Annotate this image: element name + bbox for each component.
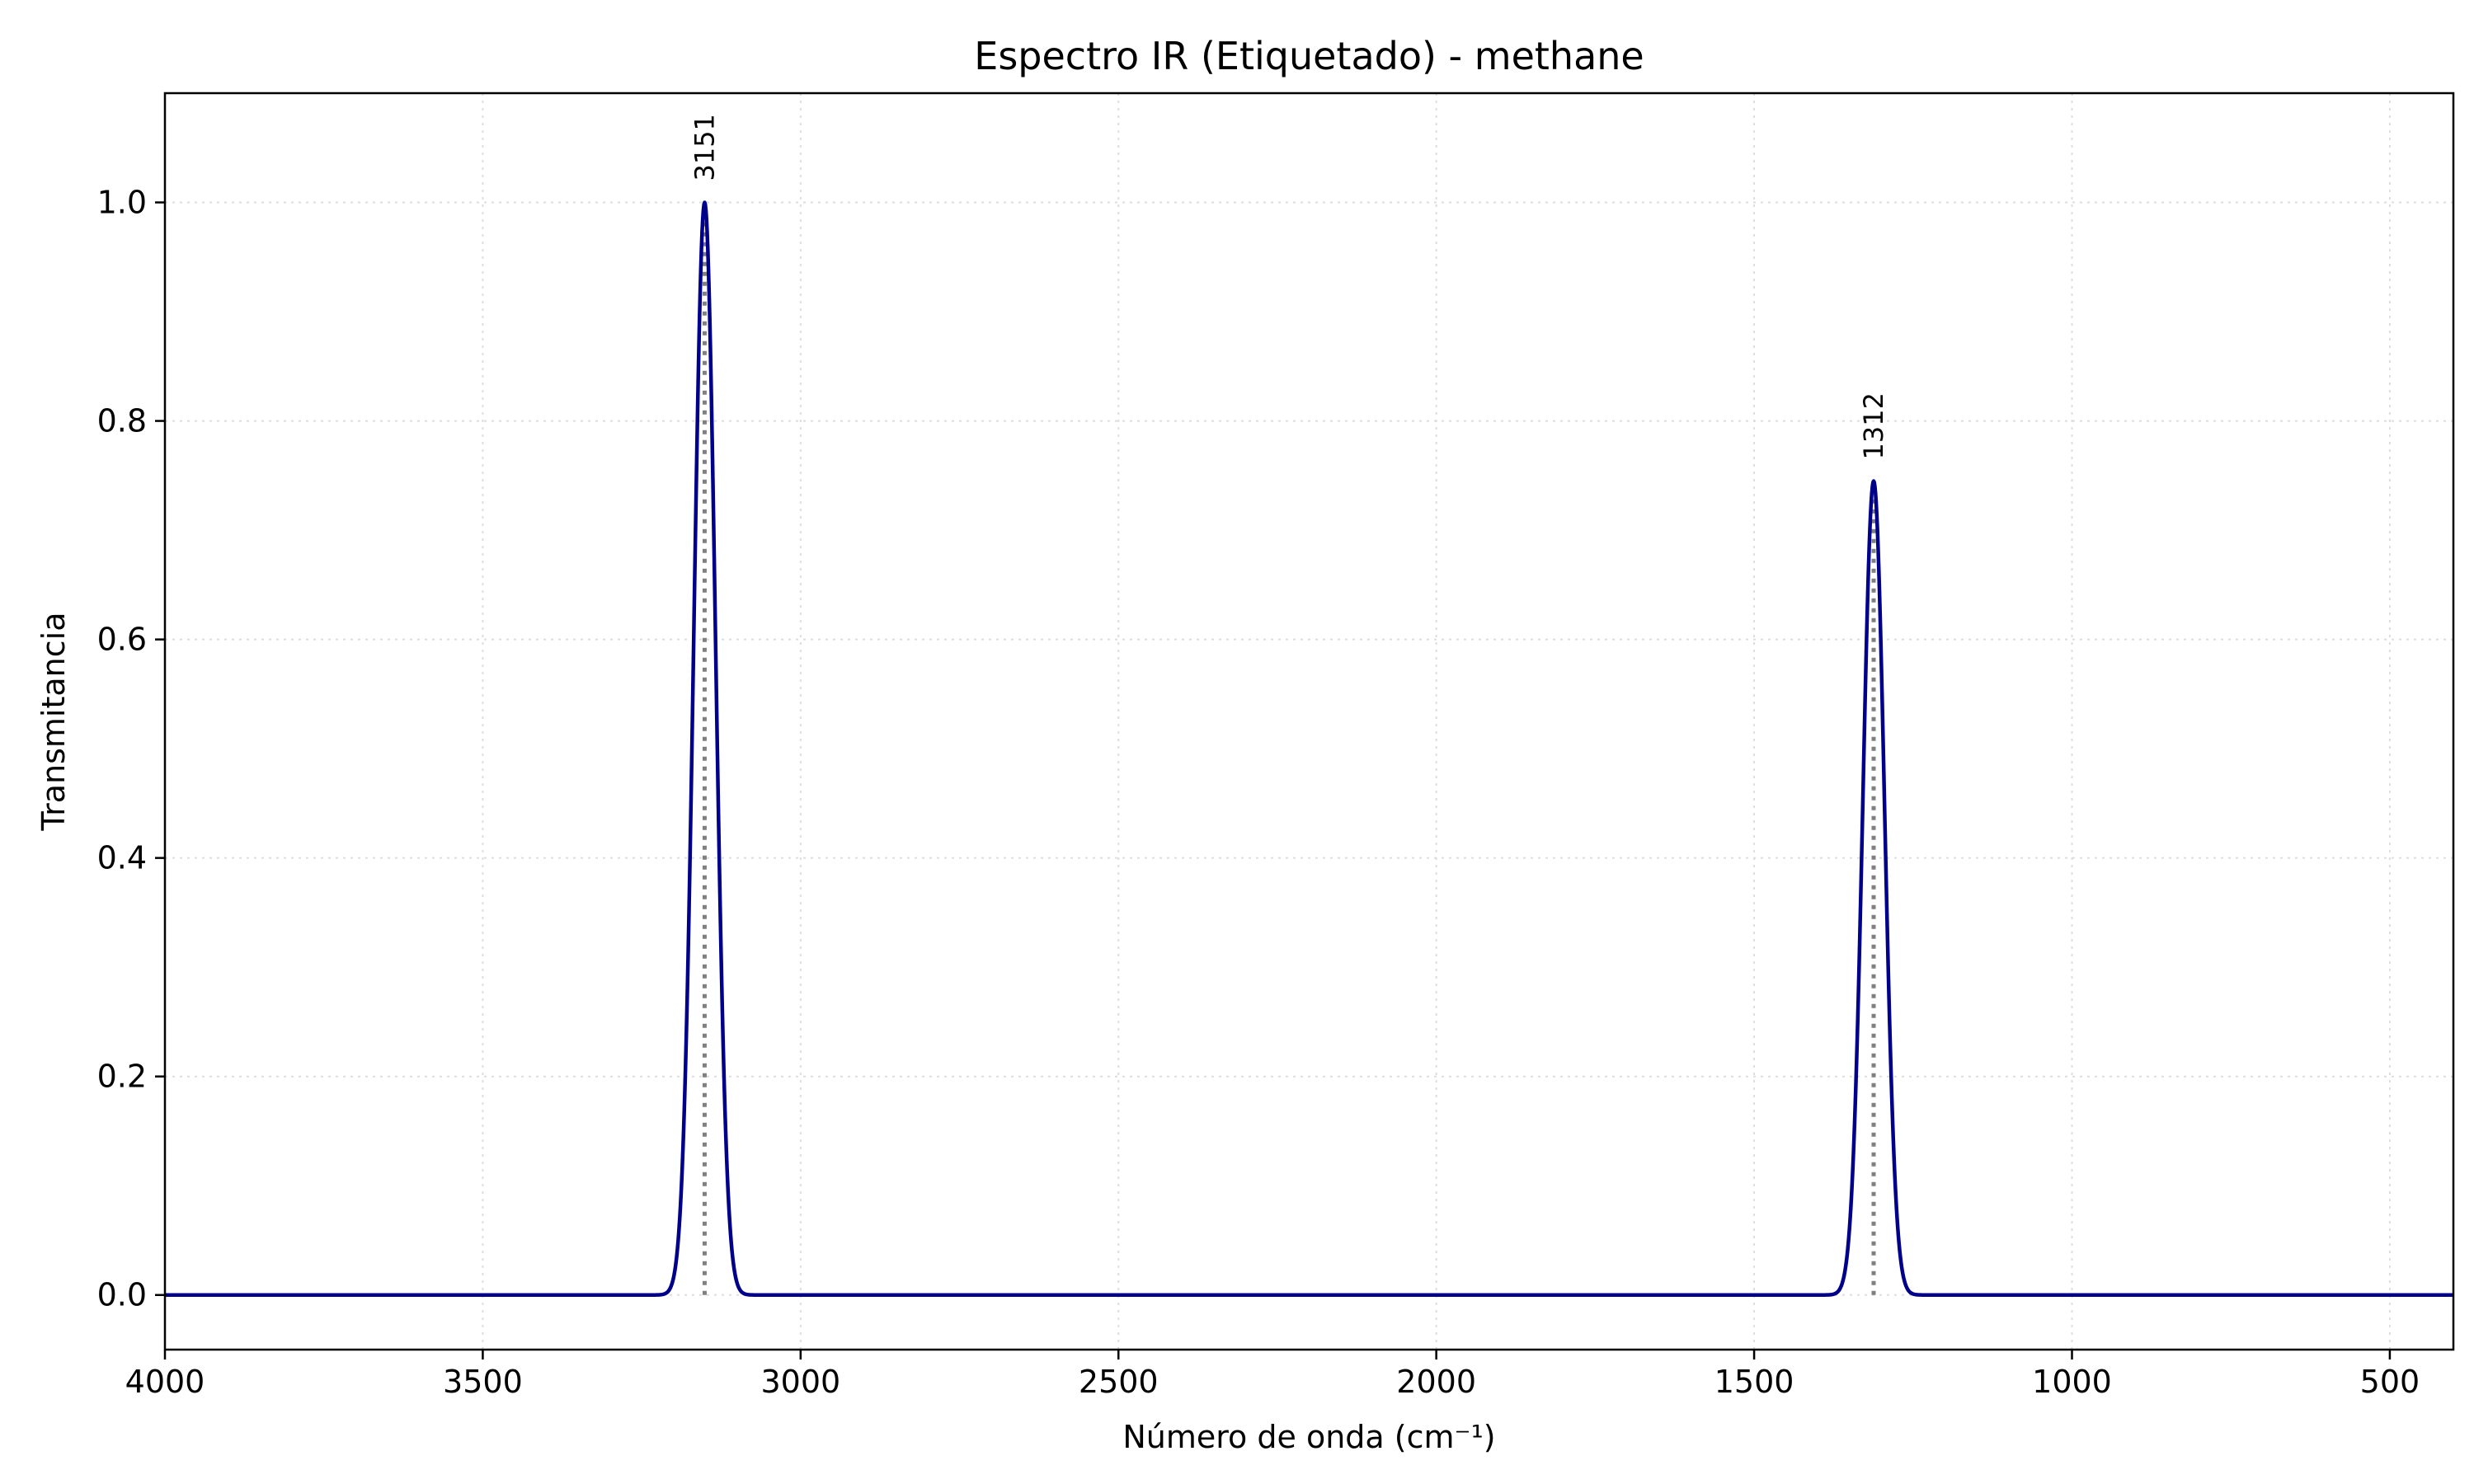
x-axis-ticks: 4000 3500 3000 2500 2000 1500 1000 500: [125, 1350, 2420, 1400]
x-tick-label: 3000: [760, 1364, 840, 1400]
axes-frame: [163, 92, 2455, 1351]
peak-label: 1312: [1858, 392, 1889, 459]
peak-markers: [702, 202, 1876, 1295]
x-tick-label: 2500: [1079, 1364, 1159, 1400]
y-tick-label: 0.4: [97, 840, 147, 876]
y-axis-label: Transmitancia: [35, 613, 72, 832]
x-axis-label: Número de onda (cm⁻¹): [1122, 1419, 1495, 1455]
x-tick-label: 4000: [125, 1364, 205, 1400]
peak-labels: 3151 1312: [689, 114, 1889, 459]
y-tick-label: 0.2: [97, 1059, 147, 1095]
y-tick-label: 0.8: [97, 403, 147, 439]
peak-label: 3151: [689, 114, 720, 181]
x-tick-label: 1000: [2032, 1364, 2112, 1400]
y-tick-label: 0.0: [97, 1277, 147, 1313]
x-tick-label: 500: [2360, 1364, 2420, 1400]
spectrum-line: [165, 200, 2453, 1297]
y-tick-label: 0.6: [97, 622, 147, 658]
chart-title: Espectro IR (Etiquetado) - methane: [974, 34, 1644, 78]
x-tick-label: 1500: [1714, 1364, 1794, 1400]
y-tick-label: 1.0: [97, 185, 147, 221]
x-tick-label: 3500: [443, 1364, 523, 1400]
plot-area: [165, 200, 2453, 1297]
x-tick-label: 2000: [1396, 1364, 1476, 1400]
y-axis-ticks: 0.0 0.2 0.4 0.6 0.8 1.0: [97, 185, 165, 1313]
